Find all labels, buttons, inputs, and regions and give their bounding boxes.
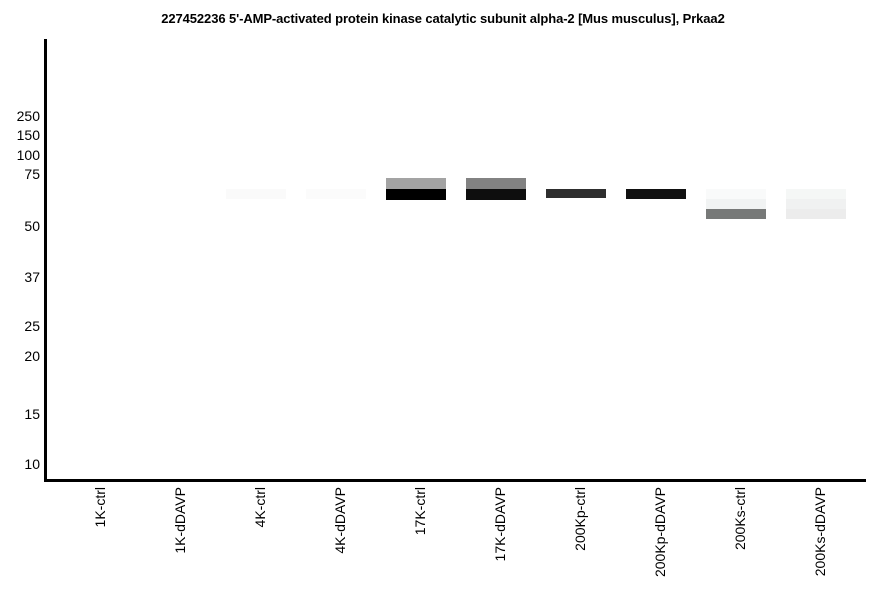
lane-label: 200Kp-dDAVP bbox=[652, 487, 668, 578]
blot-band bbox=[706, 199, 766, 209]
y-axis-line bbox=[44, 39, 47, 482]
blot-band bbox=[226, 189, 286, 199]
y-tick-label: 75 bbox=[24, 166, 40, 182]
y-tick-label: 15 bbox=[24, 406, 40, 422]
blot-band bbox=[706, 189, 766, 199]
lane-label: 200Kp-ctrl bbox=[572, 487, 588, 551]
lane-label: 17K-ctrl bbox=[412, 487, 428, 536]
lane-label: 4K-ctrl bbox=[252, 487, 268, 528]
y-tick-label: 25 bbox=[24, 318, 40, 334]
y-tick-label: 250 bbox=[16, 108, 40, 124]
y-tick-label: 37 bbox=[24, 269, 40, 285]
y-tick-label: 20 bbox=[24, 348, 40, 364]
y-tick-label: 50 bbox=[24, 218, 40, 234]
blot-band bbox=[546, 189, 606, 198]
lane-label: 1K-ctrl bbox=[92, 487, 108, 528]
blot-band bbox=[466, 189, 526, 200]
blot-band bbox=[466, 178, 526, 189]
lane-label: 17K-dDAVP bbox=[492, 487, 508, 562]
lane-label: 200Ks-ctrl bbox=[732, 487, 748, 551]
y-tick-label: 100 bbox=[16, 147, 40, 163]
y-tick-label: 10 bbox=[24, 456, 40, 472]
lane-label: 1K-dDAVP bbox=[172, 487, 188, 554]
blot-band bbox=[786, 189, 846, 199]
blot-band bbox=[626, 189, 686, 199]
blot-band bbox=[706, 209, 766, 219]
blot-band bbox=[386, 178, 446, 189]
blot-band bbox=[786, 199, 846, 209]
blot-band bbox=[786, 209, 846, 219]
x-axis-line bbox=[44, 479, 866, 482]
lane-label: 200Ks-dDAVP bbox=[812, 487, 828, 577]
y-tick-label: 150 bbox=[16, 127, 40, 143]
figure-title: 227452236 5'-AMP-activated protein kinas… bbox=[161, 11, 725, 26]
lane-label: 4K-dDAVP bbox=[332, 487, 348, 554]
blot-band bbox=[386, 189, 446, 200]
blot-band bbox=[306, 189, 366, 199]
